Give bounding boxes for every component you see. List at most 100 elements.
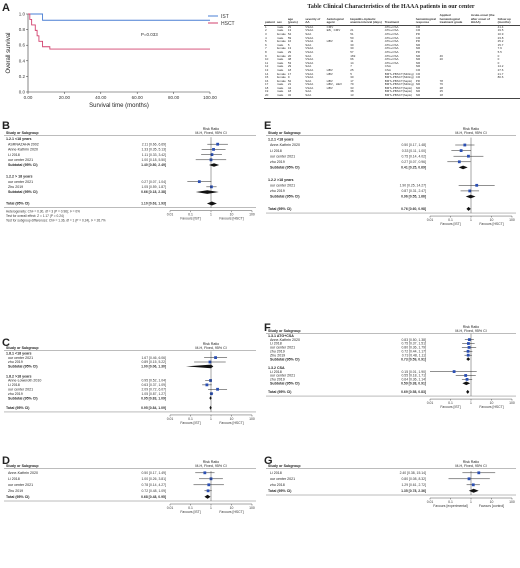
table-cell: 13: [265, 67, 269, 72]
table-cell: 29: [287, 49, 292, 54]
table-cell: 53: [287, 60, 292, 65]
subgroup-label: 1.8.2 >18 years: [6, 374, 31, 378]
table-cell: HBV: [326, 39, 333, 44]
study-label: Li 2018: [270, 370, 282, 374]
table-cell: PR: [415, 31, 420, 36]
total-label: Total (95% CI): [268, 390, 292, 394]
table-cell: 29: [287, 64, 292, 69]
study-ci: 0.80 [0.36, 1.79]: [401, 346, 426, 350]
point-estimate: [467, 154, 470, 158]
table-cell: male: [276, 28, 284, 33]
table-row: 2 male 13 VSAA EB、CMV 21 ATG+CSA CR 19.5: [264, 29, 520, 33]
legend-label: IST: [221, 14, 229, 20]
study-label: our center 2021: [270, 477, 295, 481]
subtotal-label: Subtotal (95% CI): [8, 365, 38, 369]
table-cell: NR: [415, 89, 421, 94]
x-axis-label: Survival time (months): [89, 103, 149, 109]
point-estimate: [457, 160, 461, 164]
table-cell: NR: [415, 53, 421, 58]
subgroup-label: 1.2.1 <18 years: [6, 137, 31, 141]
table-cell: 9: [265, 53, 267, 58]
total-label: Total (95% CI): [6, 202, 30, 206]
panel-label: A: [2, 2, 10, 14]
table-cell: VSAA: [305, 71, 314, 76]
panel-f: F Study or Subgroup Risk Ratio M-H, Fixed,…: [262, 322, 520, 432]
table-row: 17 male 21 VSAA HBV、HEV 79 BMT+PBSCT(Sibling) N…: [264, 83, 520, 87]
table-cell: 2: [265, 28, 267, 33]
forest-x-tick-label: 0.1: [188, 506, 193, 510]
table-header-cell: sex: [275, 14, 287, 26]
table-cell: VSAA: [305, 60, 314, 65]
table-cell: VSAA: [305, 82, 314, 87]
study-ci: 2.40 [0.38, 15.14]: [400, 471, 426, 475]
subtotal-diamond: [466, 357, 471, 361]
point-estimate: [216, 142, 220, 146]
table-cell: female: [276, 31, 286, 36]
table-cell: ATG+CSA: [384, 28, 399, 33]
point-estimate: [467, 342, 470, 345]
table-cell: VSAA: [305, 35, 314, 40]
study-label: Anne-Kathrin 2020: [270, 338, 300, 342]
subtotal-label: Subtotal (95% CI): [270, 166, 300, 170]
total-ci: 0.95 [0.84, 1.09]: [141, 406, 166, 410]
table-cell: 7: [350, 64, 352, 69]
header-rr: Risk Ratio: [203, 342, 219, 346]
table-cell: 19.5: [497, 28, 504, 33]
study-ci: 1.05 [0.59, 1.87]: [141, 185, 166, 189]
table-row: 6 male 5 SAA 30 ATG+CSA NR 15.7: [264, 43, 520, 48]
point-estimate: [212, 148, 215, 151]
table-row: 1 male 29 VSAA CMV ATG+CSA CR 41.4: [264, 25, 520, 29]
subgroup-label: 1.3.2 CSA: [268, 366, 285, 370]
table-cell: 5.5: [497, 49, 502, 54]
table-cell: NR: [415, 46, 421, 51]
subtotal-diamond: [458, 165, 468, 170]
study-ci: 0.72 [0.48, 1.09]: [141, 489, 166, 493]
panel-label: B: [2, 120, 10, 132]
panel-b: B Study or Subgroup Risk Ratio M-H, Fixed,…: [0, 120, 260, 335]
table-cell: PR: [415, 39, 420, 44]
table-cell: HBV、HEV: [326, 82, 342, 87]
table-cell: male: [276, 67, 284, 72]
favours-left: Favours [IST]: [180, 421, 200, 425]
table-cell: 21.7: [497, 71, 504, 76]
table-row: 10 male 48 VSAA 66 ATG+CSA NR 20 0: [264, 58, 520, 62]
forest-x-tick-label: 100: [249, 213, 255, 217]
table-cell: 25: [439, 89, 443, 94]
study-ci: 0.75 [0.37, 1.51]: [401, 342, 426, 346]
table-cell: SAA: [305, 53, 312, 58]
table-cell: male: [276, 57, 284, 62]
table-cell: VSAA: [305, 67, 314, 72]
y-tick-label: 0.8: [19, 27, 26, 32]
point-estimate: [464, 374, 468, 377]
header-rr: Risk Ratio: [203, 460, 219, 464]
table-cell: NR: [415, 82, 421, 87]
header-study: Study or Subgroup: [268, 131, 301, 135]
favours-left: Favours [IST]: [180, 217, 200, 221]
study-ci: 1.29 [0.61, 2.72]: [401, 483, 426, 487]
table-cell: female: [276, 75, 286, 80]
point-estimate: [197, 180, 201, 184]
table-cell: HBV: [326, 71, 333, 76]
table-cell: female: [276, 53, 286, 58]
header-study: Study or Subgroup: [268, 464, 301, 468]
point-estimate: [477, 471, 481, 475]
table-cell: 11: [350, 39, 354, 44]
study-label: Li 2018: [270, 149, 282, 153]
study-ci: 1.33 [0.35, 5.13]: [141, 148, 166, 152]
table-cell: 32: [286, 93, 305, 99]
study-label: Zhu 2019: [8, 185, 23, 189]
table-cell: 66: [350, 57, 354, 62]
table-cell: CSA: [384, 67, 391, 72]
table-cell: 25.2: [497, 39, 504, 44]
favours-left: Favours [IST]: [440, 222, 460, 226]
total-diamond: [468, 488, 479, 493]
header-study: Study or Subgroup: [6, 131, 39, 135]
study-label: our center 2021: [270, 346, 295, 350]
study-label: Zhu 2019: [270, 353, 285, 357]
table-cell: HBV: [326, 67, 333, 72]
table-cell: 13: [349, 93, 384, 99]
table-cell: CSA: [384, 64, 391, 69]
forest-x-tick-label: 1: [470, 401, 472, 405]
study-label: our center 2021: [270, 374, 295, 378]
